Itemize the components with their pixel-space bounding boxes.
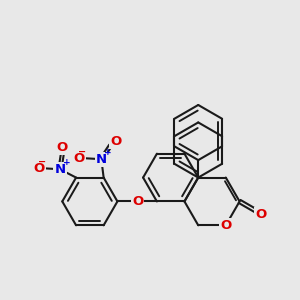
Text: O: O bbox=[256, 208, 267, 220]
Text: +: + bbox=[104, 148, 112, 157]
Text: −: − bbox=[38, 157, 46, 166]
Text: O: O bbox=[110, 135, 122, 148]
Text: N: N bbox=[54, 163, 66, 176]
Text: O: O bbox=[220, 219, 231, 232]
Text: +: + bbox=[63, 158, 70, 167]
Text: O: O bbox=[74, 152, 85, 165]
Text: N: N bbox=[96, 153, 107, 166]
Text: O: O bbox=[57, 141, 68, 154]
Text: O: O bbox=[34, 162, 45, 175]
Text: −: − bbox=[78, 146, 86, 156]
Text: O: O bbox=[132, 195, 143, 208]
